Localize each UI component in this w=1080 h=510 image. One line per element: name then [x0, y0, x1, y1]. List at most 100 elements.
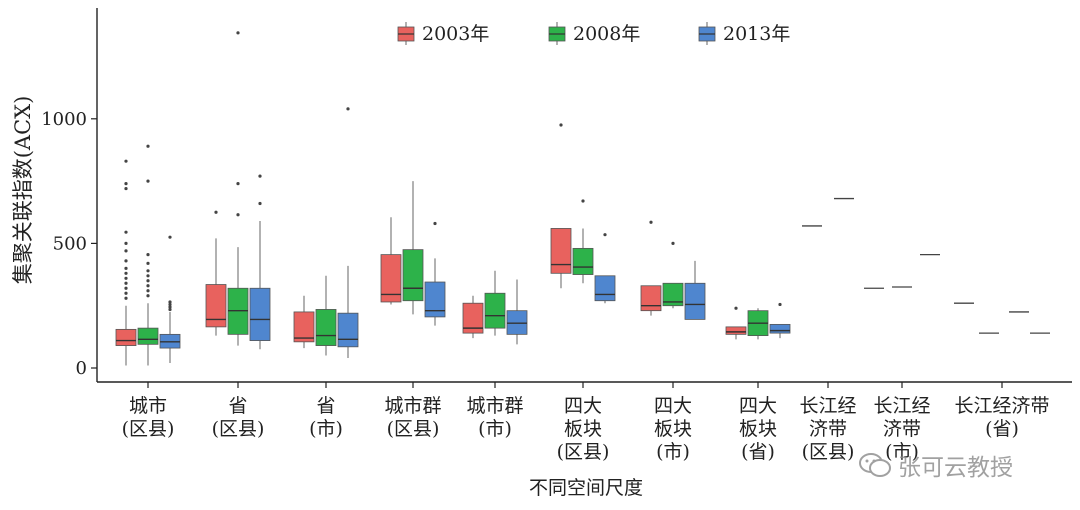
box-2003年 [380, 217, 402, 305]
outlier-point [649, 220, 653, 224]
outlier-point [124, 186, 128, 191]
box-rect [137, 327, 159, 345]
box-2003年 [550, 123, 572, 289]
watermark-text: 张可云教授 [898, 455, 1013, 481]
box-2013年 [159, 235, 181, 364]
x-tick-label: 省 [316, 395, 335, 417]
box-rect [769, 323, 791, 334]
box-rect [315, 309, 337, 346]
box-2008年 [137, 144, 159, 366]
outlier-point [168, 300, 172, 304]
outlier-point [236, 31, 240, 35]
box-rect [249, 287, 271, 341]
y-tick-label: 500 [53, 233, 87, 254]
outlier-point [581, 199, 585, 203]
outlier-point [146, 269, 150, 273]
wechat-icon [859, 453, 891, 477]
outlier-point [433, 221, 437, 226]
box-2008年 [662, 241, 684, 309]
x-tick-label: (区县) [802, 441, 855, 463]
x-tick-label: 济带 [809, 418, 847, 440]
box-rect [462, 302, 484, 334]
outlier-point [346, 107, 350, 111]
outlier-point [603, 233, 607, 237]
box-rect [402, 249, 424, 302]
box-2013年 [249, 174, 271, 350]
box-2008年 [315, 275, 337, 356]
box-rect [293, 311, 315, 343]
box-rect [725, 326, 747, 335]
outlier-point [236, 213, 240, 217]
x-tick-label: 济带 [883, 418, 921, 440]
outlier-point [146, 289, 150, 293]
outlier-point [124, 181, 128, 186]
x-tick-label: (省) [985, 418, 1019, 440]
outlier-point [168, 307, 172, 312]
outlier-point [146, 279, 150, 283]
outlier-point [146, 144, 150, 148]
x-tick-label: (市) [656, 441, 690, 463]
legend-label: 2013年 [723, 23, 790, 45]
box-rect [424, 281, 446, 318]
outlier-point [124, 266, 128, 270]
outlier-point [214, 210, 218, 214]
box-rect [640, 285, 662, 312]
outlier-point [124, 241, 128, 245]
box-rect [550, 228, 572, 274]
outlier-point [168, 305, 172, 309]
legend-item: 2008年 [548, 22, 640, 45]
outlier-point [124, 230, 128, 234]
legend: 2003年 2008年 2013年 [397, 22, 790, 45]
box-rect [115, 328, 137, 346]
x-tick-label: 四大 [564, 395, 602, 417]
x-tick-label: 城市群 [384, 395, 441, 417]
outlier-point [559, 123, 563, 127]
box-2003年 [640, 220, 662, 316]
legend-item: 2013年 [698, 22, 790, 45]
box-rect [684, 282, 706, 320]
x-tick-label: 城市 [129, 395, 167, 417]
x-axis-label: 不同空间尺度 [529, 477, 643, 499]
x-tick-label: (市) [478, 418, 512, 440]
box-2003年 [293, 295, 315, 349]
x-tick-label: 城市群 [466, 395, 523, 417]
x-tick-label: 板块 [654, 418, 692, 440]
legend-label: 2008年 [573, 23, 640, 45]
outlier-point [124, 286, 128, 290]
x-tick-label: 长江经济带 [954, 395, 1049, 417]
outlier-point [168, 302, 172, 307]
outlier-point [168, 235, 172, 239]
x-tick-label: 长江经 [873, 395, 930, 417]
legend-item: 2003年 [397, 22, 489, 45]
box-2013年 [684, 260, 706, 320]
y-tick-label: 0 [76, 358, 87, 379]
x-tick-label: (区县) [212, 418, 265, 440]
box-2013年 [337, 107, 359, 359]
box-2003年 [115, 159, 137, 366]
outlier-point [124, 296, 128, 300]
outlier-point [124, 271, 128, 275]
axes: 05001000城市(区县)省(区县)省(市)城市群(区县)城市群(市)四大板块… [41, 8, 1072, 463]
x-tick-label: (区县) [387, 418, 440, 440]
outlier-point [258, 174, 262, 178]
y-tick-label: 1000 [41, 109, 87, 130]
box-2013年 [594, 233, 616, 304]
box-2008年 [402, 181, 424, 315]
outlier-point [146, 179, 150, 183]
box-2003年 [205, 210, 227, 336]
outlier-point [734, 306, 738, 310]
x-tick-label: (市) [885, 441, 919, 463]
outlier-point [236, 181, 240, 186]
box-2008年 [747, 308, 769, 340]
outlier-point [146, 294, 150, 298]
x-tick-label: 四大 [739, 395, 777, 417]
x-tick-label: 省 [228, 395, 247, 417]
y-axis-label: 集聚关联指数(ACX) [11, 96, 35, 285]
x-tick-label: (区县) [557, 441, 610, 463]
outlier-point [146, 284, 150, 288]
outlier-point [146, 253, 150, 257]
x-tick-label: (省) [741, 441, 775, 463]
watermark: 张可云教授 [858, 448, 1013, 482]
box-2013年 [506, 279, 528, 345]
